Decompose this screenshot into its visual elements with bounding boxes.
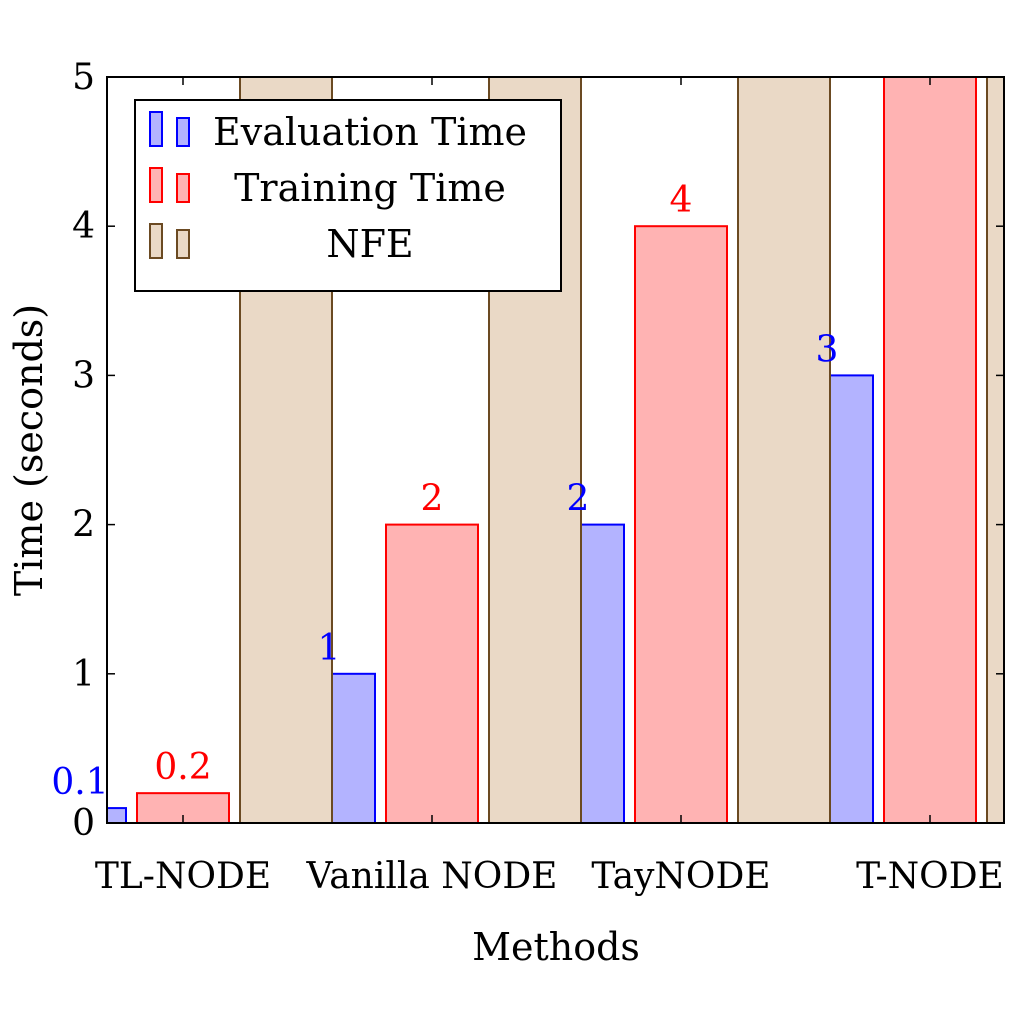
legend-label-training-time: Training Time [234,166,506,210]
legend-label-evaluation-time: Evaluation Time [213,110,527,154]
data-label-training-time-2: 4 [670,180,693,221]
bar-nfe-2 [737,77,831,823]
data-label-evaluation-time-3: 3 [816,329,839,370]
data-label-evaluation-time-2: 2 [567,479,590,520]
bars-layer [107,77,1004,823]
legend-swatch-evaluation-time-b [176,117,190,147]
legend-box [134,99,562,292]
data-labels-layer: 0.1 1 2 3 0.2 2 4 [51,180,838,803]
legend-swatch-training-time-b [176,173,190,203]
bar-training-time-2 [634,225,728,823]
legend-swatch-evaluation-time [149,111,163,147]
y-tick-label: 4 [72,206,95,247]
data-label-evaluation-time-1: 1 [318,628,341,669]
y-tick-label: 5 [72,57,95,98]
data-label-training-time-0: 0.2 [154,747,211,788]
legend-swatch-nfe [149,223,163,259]
x-axis-label: Methods [472,925,640,969]
legend-swatch-training-time [149,167,163,203]
legend-label-nfe: NFE [326,222,413,266]
bar-training-time-1 [385,523,479,823]
bar-nfe-3 [986,77,1004,823]
x-tick-label: TL-NODE [95,856,271,897]
y-tick-label: 2 [72,505,95,546]
y-tick-label: 0 [72,803,95,844]
x-tick-label: Vanilla NODE [306,856,558,897]
y-tick-label: 3 [72,355,95,396]
y-tick-label: 1 [72,654,95,695]
legend: Evaluation Time Training Time NFE [134,99,562,292]
x-tick-label: TayNODE [591,856,770,897]
data-label-training-time-1: 2 [421,479,444,520]
y-axis-label: Time (seconds) [7,304,51,596]
data-label-evaluation-time-0: 0.1 [51,762,108,803]
ticks-layer: 0 1 2 3 4 5 TL-NODE Vanilla NODE TayNODE T-NODE [72,57,1004,897]
plot-frame [106,76,1005,824]
bar-training-time-3 [883,77,977,823]
legend-swatch-nfe-b [176,229,190,259]
bar-evaluation-time-0 [107,807,127,823]
x-tick-label: T-NODE [856,856,1004,897]
